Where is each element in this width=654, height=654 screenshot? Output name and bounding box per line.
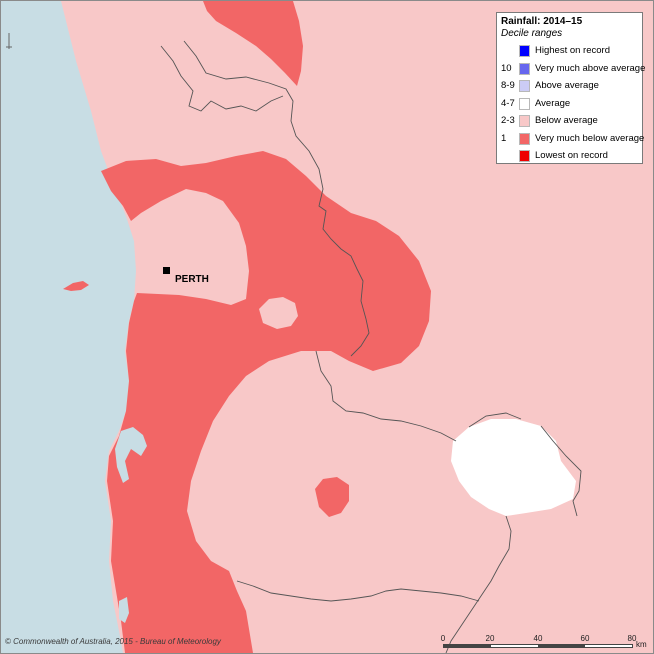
region-very-much-below-average-south: [315, 477, 349, 517]
scale-segment: [538, 645, 585, 647]
legend-row-average: 4-7 Average: [501, 95, 638, 113]
legend-rows: Highest on record 10 Very much above ave…: [501, 42, 645, 165]
scale-segment: [444, 645, 491, 647]
scale-bar: 0 20 40 60 80 km: [439, 634, 649, 652]
legend-code: 1: [501, 132, 507, 144]
island: [63, 281, 89, 291]
legend-title: Rainfall: 2014–15: [501, 16, 583, 27]
estuary: [115, 427, 147, 483]
legend-label: Lowest on record: [535, 150, 608, 161]
legend-swatch: [519, 115, 530, 127]
legend-code: 8-9: [501, 80, 515, 91]
legend-swatch: [519, 62, 530, 75]
legend-label: Average: [535, 97, 571, 109]
legend: Rainfall: 2014–15 Decile ranges Highest …: [496, 12, 645, 165]
legend-label: Very much below average: [535, 132, 645, 144]
scale-tick-label: 40: [533, 634, 543, 643]
region-very-much-below-average-central: [101, 151, 431, 653]
scale-unit: km: [636, 640, 647, 649]
legend-swatch: [519, 97, 530, 110]
legend-row-very-much-above: 10 Very much above average: [501, 60, 645, 78]
scale-tick-label: 60: [580, 634, 590, 643]
region-average: [451, 419, 576, 516]
legend-swatch: [519, 150, 530, 162]
legend-code: 2-3: [501, 115, 515, 126]
legend-swatch: [519, 80, 530, 92]
legend-code: 4-7: [501, 97, 515, 109]
scale-bar-graphic: [443, 644, 633, 648]
legend-swatch: [519, 45, 530, 57]
scale-tick-label: 0: [440, 634, 446, 643]
legend-label: Highest on record: [535, 45, 610, 56]
legend-row-highest: Highest on record: [501, 42, 638, 60]
legend-row-very-much-below: 1 Very much below average: [501, 130, 644, 148]
copyright-text: © Commonwealth of Australia, 2015 - Bure…: [5, 637, 221, 646]
scale-tick-label: 80: [627, 634, 637, 643]
legend-row-above: 8-9 Above average: [501, 77, 638, 95]
region-very-much-below-average-north: [203, 1, 303, 86]
legend-label: Very much above average: [535, 62, 646, 74]
legend-label: Above average: [535, 80, 599, 91]
legend-code: 10: [501, 62, 512, 74]
legend-label: Below average: [535, 115, 598, 126]
city-label: PERTH: [175, 274, 209, 285]
region-below-average-hole: [259, 297, 298, 329]
north-arrow-icon: [6, 33, 12, 49]
scale-tick-label: 20: [485, 634, 495, 643]
legend-subtitle: Decile ranges: [501, 28, 563, 39]
catchment-boundaries: [160, 40, 582, 653]
legend-row-below: 2-3 Below average: [501, 112, 638, 130]
legend-row-lowest: Lowest on record: [501, 147, 638, 165]
city-marker: [163, 267, 170, 274]
ocean: [1, 1, 136, 653]
estuary-south: [119, 597, 129, 623]
legend-swatch: [519, 132, 530, 145]
